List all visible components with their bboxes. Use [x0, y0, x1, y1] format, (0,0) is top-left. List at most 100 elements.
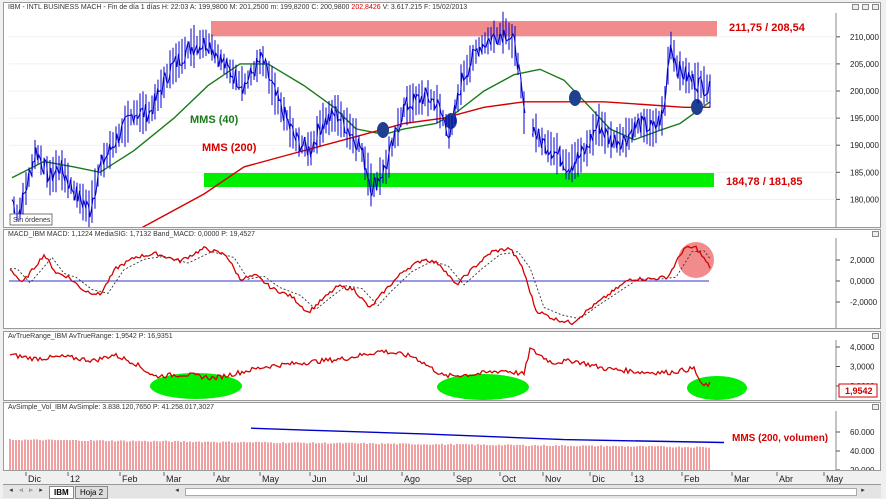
macd-signal-line [10, 250, 711, 320]
price-tick-label: 200,000 [850, 87, 879, 96]
volume-tick-label: 20.000 [850, 466, 875, 470]
date-tick-label: May [826, 474, 844, 484]
cross-marker [377, 122, 389, 138]
tab-ibm[interactable]: IBM [49, 486, 74, 499]
date-tick-label: Jun [312, 474, 327, 484]
volume-readout: V: 3.617.215 [382, 4, 423, 11]
date-tick-label: Mar [734, 474, 750, 484]
date-tick-label: Oct [502, 474, 517, 484]
atr-tick-label: 4,0000 [850, 343, 875, 352]
atr-tick-label: 3,0000 [850, 363, 875, 372]
mms200-label: MMS (200) [202, 142, 257, 154]
close-readout: C: 200,9800 [311, 4, 350, 11]
date-tick-label: Jul [356, 474, 368, 484]
macd-highlight [678, 242, 714, 278]
date-tick-label: Nov [545, 474, 562, 484]
price-tick-label: 195,000 [850, 114, 879, 123]
first-sheet-icon[interactable]: ◂ [9, 487, 13, 494]
sheet-tabs: ◂ ◃ ▹ ▸ IBM Hoja 2 ◂ ▸ [3, 484, 881, 499]
symbol: IBM [8, 4, 21, 11]
scroll-left-icon[interactable]: ◂ [175, 487, 179, 494]
date-tick-label: Feb [684, 474, 700, 484]
cross-marker [445, 113, 457, 129]
price-tick-label: 205,000 [850, 60, 879, 69]
close-icon[interactable] [872, 333, 879, 339]
cross-marker [691, 99, 703, 115]
resistance-zone [211, 21, 717, 37]
close-icon[interactable] [872, 4, 879, 10]
macd-tick-label: 0,0000 [850, 277, 875, 286]
atr-line [9, 347, 711, 388]
date-tick-label: 13 [634, 474, 644, 484]
resistance-label: 211,75 / 208,54 [729, 22, 806, 34]
symbol-label: - INTL BUSINESS MACH - Fin de día 1 días [20, 4, 160, 11]
min-readout: m: 199,8200 [270, 4, 310, 11]
time-readout: H: 22:03 [161, 4, 189, 11]
atr-last-badge [838, 383, 878, 398]
red-readout: 202,8426 [351, 4, 381, 11]
open-readout: A: 199,9800 [189, 4, 228, 11]
price-panel-header: IBM - INTL BUSINESS MACH - Fin de día 1 … [8, 4, 467, 11]
cross-markers [377, 90, 703, 138]
atr-highlight [150, 373, 242, 399]
price-panel[interactable]: IBM - INTL BUSINESS MACH - Fin de día 1 … [3, 2, 881, 228]
prev-sheet-icon[interactable]: ◃ [19, 487, 23, 494]
price-chart: MMS (40) MMS (200) 211,75 / 208,54 184,7… [9, 11, 879, 227]
price-tick-label: 185,000 [850, 168, 879, 177]
macd-panel[interactable]: MACD_IBM MACD: 1,1224 MediaSIG: 1,7132 B… [3, 229, 881, 329]
date-tick-label: Abr [216, 474, 230, 484]
volume-tick-label: 40.000 [850, 447, 875, 456]
max-readout: M: 201,2500 [229, 4, 269, 11]
macd-header: MACD_IBM MACD: 1,1224 MediaSIG: 1,7132 B… [8, 231, 256, 238]
date-tick-label: Mar [166, 474, 182, 484]
atr-last-value: 1,9542 [845, 386, 873, 396]
mms40-label: MMS (40) [190, 114, 239, 126]
mms200-line [141, 101, 710, 227]
volume-mms200-line [250, 427, 725, 444]
volume-tick-label: 60.000 [850, 428, 875, 437]
support-zone [204, 173, 714, 187]
minimize-icon[interactable] [852, 4, 859, 10]
macd-line [9, 245, 711, 326]
volume-mms-label: MMS (200, volumen) [732, 433, 828, 444]
atr-header: AvTrueRange_IBM AvTrueRange: 1,9542 P: 1… [8, 333, 173, 340]
volume-bars [9, 438, 710, 470]
atr-highlight [687, 376, 747, 400]
orders-badge [9, 213, 53, 226]
close-icon[interactable] [872, 404, 879, 410]
price-tick-label: 190,000 [850, 141, 879, 150]
macd-tick-label: -2,0000 [850, 298, 878, 307]
date-axis: Dic 12 Feb Mar Abr May Jun Jul Ago Sep Oct Nov Dic 13… [25, 472, 844, 484]
volume-panel[interactable]: AvSimple_Vol_IBM AvSimple: 3.838.120,765… [3, 402, 881, 471]
date-tick-label: May [262, 474, 280, 484]
macd-chart: 2,0000 0,0000 -2,0000 [9, 238, 878, 328]
atr-highlight [437, 374, 529, 400]
date-tick-label: Feb [122, 474, 138, 484]
close-icon[interactable] [872, 231, 879, 237]
date-tick-label: Abr [779, 474, 793, 484]
date-readout: F: 15/02/2013 [423, 4, 468, 11]
tab-hoja2[interactable]: Hoja 2 [75, 486, 109, 499]
date-tick-label: 12 [70, 474, 80, 484]
last-sheet-icon[interactable]: ▸ [39, 487, 43, 494]
atr-panel[interactable]: AvTrueRange_IBM AvTrueRange: 1,9542 P: 1… [3, 331, 881, 401]
price-tick-label: 210,000 [850, 33, 879, 42]
date-tick-label: Dic [28, 474, 41, 484]
volume-header: AvSimple_Vol_IBM AvSimple: 3.838.120,765… [8, 404, 215, 411]
next-sheet-icon[interactable]: ▹ [29, 487, 33, 494]
price-bars [13, 11, 711, 227]
mms40-line [11, 63, 711, 179]
date-tick-label: Sep [456, 474, 472, 484]
cross-marker [569, 90, 581, 106]
horizontal-scrollbar[interactable] [185, 488, 857, 496]
maximize-icon[interactable] [862, 4, 869, 10]
scroll-right-icon[interactable]: ▸ [861, 487, 865, 494]
date-tick-label: Ago [404, 474, 420, 484]
macd-tick-label: 2,0000 [850, 256, 875, 265]
price-tick-label: 180,000 [850, 195, 879, 204]
date-tick-label: Dic [592, 474, 605, 484]
orders-badge-text: Sin órdenes [13, 217, 51, 224]
volume-chart: MMS (200, volumen) 60.000 40.000 20.000 [9, 411, 875, 470]
